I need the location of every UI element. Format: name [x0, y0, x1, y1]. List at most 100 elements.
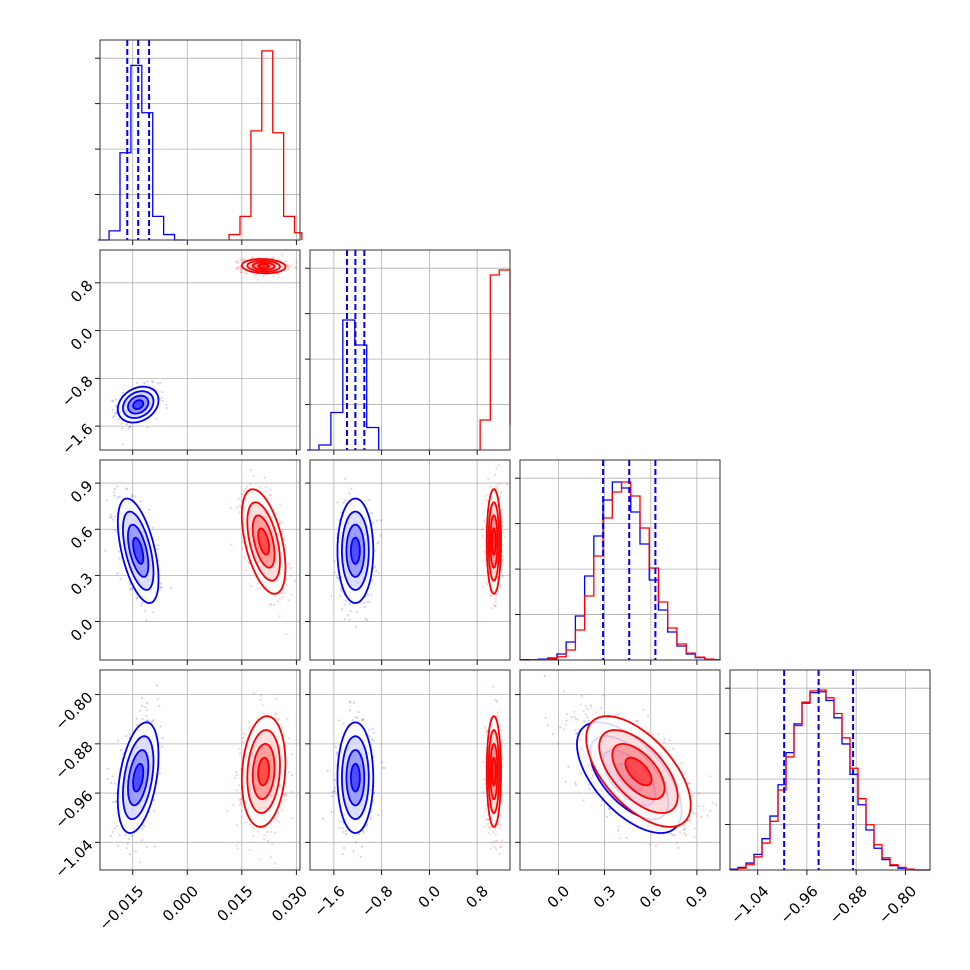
- density-contour-blue: [116, 721, 160, 835]
- scatter-point: [688, 818, 691, 821]
- scatter-point: [272, 274, 275, 277]
- scatter-point: [370, 811, 373, 814]
- scatter-point: [342, 722, 345, 725]
- scatter-point: [375, 569, 378, 572]
- scatter-point: [156, 698, 159, 701]
- scatter-point: [136, 723, 139, 726]
- scatter-point: [113, 826, 116, 830]
- scatter-point: [140, 705, 144, 708]
- scatter-point: [109, 514, 113, 517]
- scatter-point: [128, 583, 131, 586]
- scatter-point: [112, 518, 115, 521]
- scatter-point: [120, 422, 123, 425]
- scatter-point: [108, 516, 112, 519]
- scatter-point: [345, 833, 348, 836]
- scatter-point: [340, 511, 343, 514]
- scatter-point: [290, 574, 293, 577]
- scatter-point: [152, 718, 155, 721]
- scatter-point: [499, 845, 503, 848]
- scatter-panel-4-3: [515, 669, 721, 875]
- density-contour-blue: [121, 390, 155, 419]
- scatter-point: [256, 830, 260, 833]
- scatter-point: [116, 485, 119, 488]
- scatter-point: [117, 739, 120, 742]
- scatter-point: [159, 586, 162, 589]
- scatter-point: [138, 709, 141, 712]
- scatter-point: [153, 845, 157, 848]
- scatter-point: [340, 588, 343, 591]
- scatter-point: [114, 782, 117, 785]
- scatter-point: [250, 469, 253, 472]
- scatter-point: [242, 740, 245, 744]
- histogram-grid: [730, 670, 930, 870]
- scatter-point: [495, 484, 498, 487]
- scatter-point: [380, 519, 383, 522]
- scatter-point: [362, 601, 365, 605]
- scatter-point: [586, 708, 589, 711]
- scatter-point: [237, 267, 240, 270]
- density-contour-blue: [350, 536, 361, 565]
- scatter-point: [123, 834, 126, 837]
- scatter-point: [490, 607, 493, 610]
- scatter-point: [495, 701, 498, 704]
- scatter-panel-4-2: [305, 669, 511, 875]
- scatter-point: [239, 803, 242, 806]
- histogram-panel-3: [515, 459, 721, 665]
- scatter-point: [279, 592, 282, 595]
- scatter-grid: [310, 460, 510, 660]
- scatter-point: [366, 823, 369, 826]
- scatter-point: [285, 632, 288, 636]
- scatter-point: [262, 274, 265, 277]
- scatter-point: [499, 824, 502, 827]
- scatter-point: [383, 766, 386, 770]
- scatter-point: [128, 853, 131, 856]
- density-fill-core: [258, 757, 270, 786]
- scatter-point: [241, 541, 244, 544]
- scatter-point: [158, 772, 161, 775]
- scatter-point: [692, 812, 695, 815]
- scatter-point: [289, 265, 292, 268]
- scatter-point: [582, 799, 585, 802]
- scatter-point: [250, 725, 253, 728]
- histogram-series-blue: [307, 319, 380, 451]
- scatter-point: [251, 256, 254, 259]
- scatter-point: [350, 487, 353, 490]
- scatter-point: [113, 414, 116, 418]
- scatter-point: [505, 483, 508, 486]
- scatter-point: [257, 582, 260, 585]
- scatter-point: [115, 412, 118, 415]
- scatter-point: [118, 557, 121, 560]
- scatter-point: [136, 596, 139, 599]
- scatter-point: [338, 594, 341, 597]
- scatter-point: [499, 491, 503, 494]
- scatter-point: [351, 719, 354, 722]
- scatter-point: [501, 575, 505, 578]
- scatter-point: [262, 704, 265, 707]
- scatter-point: [481, 528, 484, 531]
- density-contour-blue: [132, 399, 145, 410]
- density-contour-blue: [121, 510, 155, 591]
- scatter-point: [368, 735, 371, 738]
- scatter-point: [269, 830, 273, 834]
- scatter-point: [368, 600, 371, 603]
- scatter-point: [349, 701, 352, 704]
- scatter-point: [670, 832, 673, 836]
- scatter-point: [242, 259, 245, 262]
- scatter-point: [161, 399, 164, 403]
- scatter-point: [330, 810, 333, 814]
- scatter-point: [236, 506, 239, 509]
- scatter-content: [110, 253, 298, 446]
- scatter-point: [249, 483, 252, 486]
- scatter-point: [348, 700, 351, 703]
- scatter-point: [358, 833, 361, 836]
- density-contour-blue: [127, 394, 150, 415]
- scatter-point: [617, 829, 620, 832]
- density-contour-blue: [116, 497, 160, 605]
- scatter-point: [499, 846, 502, 849]
- density-contour-red: [491, 527, 497, 556]
- scatter-point: [492, 685, 495, 688]
- scatter-point: [244, 258, 247, 261]
- scatter-point: [486, 822, 489, 826]
- scatter-point: [145, 719, 148, 722]
- scatter-point: [114, 801, 118, 804]
